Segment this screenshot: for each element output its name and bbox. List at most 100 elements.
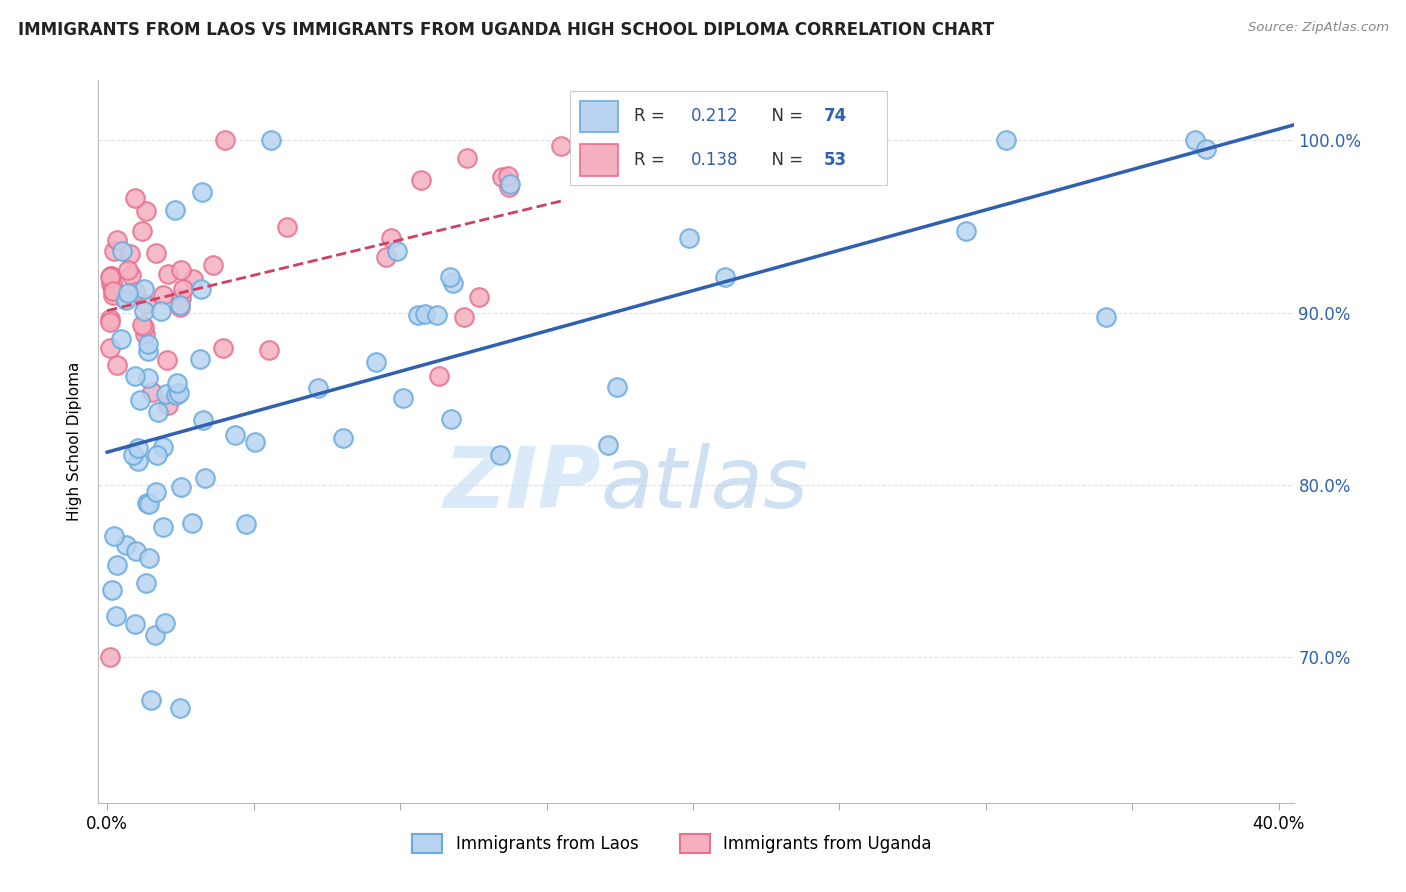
Point bbox=[111, 244, 134, 258]
Point bbox=[188, 352, 211, 367]
Point bbox=[115, 293, 138, 307]
Point bbox=[496, 169, 519, 184]
Point bbox=[100, 277, 122, 291]
Point bbox=[138, 551, 160, 566]
Point bbox=[115, 538, 138, 552]
Point bbox=[146, 448, 169, 462]
Point bbox=[98, 315, 121, 329]
Point bbox=[100, 269, 122, 284]
Point bbox=[714, 269, 737, 284]
Point bbox=[148, 405, 170, 419]
Point bbox=[153, 616, 176, 631]
Point bbox=[105, 558, 128, 572]
Point bbox=[439, 270, 461, 285]
Point bbox=[138, 497, 160, 511]
Point bbox=[121, 268, 143, 283]
Point bbox=[98, 342, 121, 356]
Point bbox=[994, 133, 1017, 147]
Point bbox=[190, 185, 212, 199]
Point bbox=[224, 428, 246, 442]
Point bbox=[103, 244, 125, 259]
Point bbox=[169, 263, 191, 277]
Point bbox=[152, 520, 174, 534]
Point bbox=[100, 582, 122, 597]
Point bbox=[98, 270, 121, 285]
Point bbox=[678, 231, 700, 245]
Point bbox=[170, 291, 193, 305]
Point bbox=[105, 233, 128, 247]
Point bbox=[214, 133, 236, 147]
Point bbox=[426, 308, 449, 322]
Point bbox=[124, 191, 146, 205]
Point bbox=[413, 307, 436, 321]
Point bbox=[385, 244, 408, 259]
Point bbox=[308, 381, 330, 395]
Point bbox=[131, 224, 153, 238]
Point bbox=[110, 332, 132, 346]
Point bbox=[468, 290, 491, 304]
Point bbox=[440, 412, 463, 426]
Point bbox=[98, 649, 121, 664]
Point bbox=[134, 326, 156, 341]
Point bbox=[136, 337, 159, 351]
Point bbox=[145, 246, 167, 260]
Point bbox=[124, 285, 146, 299]
Point bbox=[129, 393, 152, 408]
Point bbox=[606, 379, 628, 393]
Text: ZIP: ZIP bbox=[443, 443, 600, 526]
Point bbox=[1195, 142, 1218, 156]
Text: atlas: atlas bbox=[600, 443, 808, 526]
Point bbox=[375, 250, 398, 264]
Point bbox=[135, 204, 157, 219]
Point bbox=[167, 386, 190, 401]
Point bbox=[955, 224, 977, 238]
Point bbox=[124, 368, 146, 383]
Point bbox=[453, 310, 475, 324]
Point bbox=[427, 369, 450, 384]
Point bbox=[138, 371, 160, 385]
Text: IMMIGRANTS FROM LAOS VS IMMIGRANTS FROM UGANDA HIGH SCHOOL DIPLOMA CORRELATION C: IMMIGRANTS FROM LAOS VS IMMIGRANTS FROM … bbox=[18, 21, 994, 38]
Point bbox=[191, 413, 214, 427]
Point bbox=[172, 282, 194, 296]
Point bbox=[98, 312, 121, 326]
Point bbox=[145, 485, 167, 500]
Point bbox=[441, 277, 464, 291]
Point bbox=[364, 355, 387, 369]
Point bbox=[1184, 133, 1206, 147]
Point bbox=[499, 177, 522, 191]
Point bbox=[127, 441, 149, 455]
Point bbox=[211, 341, 233, 355]
Point bbox=[170, 480, 193, 494]
Point bbox=[180, 516, 202, 530]
Point bbox=[136, 496, 159, 510]
Point bbox=[136, 344, 159, 359]
Point bbox=[190, 282, 212, 296]
Point bbox=[103, 279, 125, 293]
Point bbox=[380, 231, 402, 245]
Point bbox=[243, 434, 266, 449]
Point bbox=[118, 247, 141, 261]
Point bbox=[183, 272, 205, 286]
Y-axis label: High School Diploma: High School Diploma bbox=[67, 362, 83, 521]
Point bbox=[105, 358, 128, 372]
Point bbox=[201, 258, 224, 272]
Point bbox=[132, 320, 155, 334]
Point bbox=[105, 608, 128, 623]
Point bbox=[124, 617, 146, 632]
Legend: Immigrants from Laos, Immigrants from Uganda: Immigrants from Laos, Immigrants from Ug… bbox=[405, 827, 939, 860]
Point bbox=[456, 151, 478, 165]
Point bbox=[157, 399, 180, 413]
Point bbox=[100, 268, 122, 283]
Point bbox=[409, 173, 432, 187]
Text: Source: ZipAtlas.com: Source: ZipAtlas.com bbox=[1249, 21, 1389, 34]
Point bbox=[332, 431, 354, 445]
Point bbox=[406, 309, 429, 323]
Point bbox=[156, 353, 179, 368]
Point bbox=[550, 139, 572, 153]
Point bbox=[166, 376, 188, 391]
Point bbox=[157, 267, 180, 281]
Point bbox=[149, 303, 172, 318]
Point bbox=[235, 517, 257, 532]
Point bbox=[114, 292, 136, 306]
Point bbox=[155, 386, 177, 401]
